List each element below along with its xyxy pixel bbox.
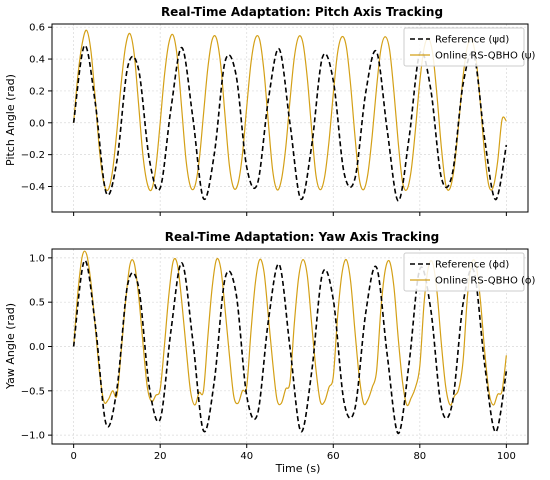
y-tick-label: 0.5 (29, 298, 45, 309)
pitch-ticks: −0.4 −0.2 0.0 0.2 0.4 0.6 (21, 23, 507, 216)
x-tick-label: 60 (327, 451, 340, 462)
x-tick-label: 40 (240, 451, 253, 462)
pitch-axes-frame (51, 23, 529, 213)
yaw-ylabel: Yaw Angle (rad) (4, 303, 17, 390)
pitch-legend-online-label: Online RS-QBHO (ψ) (435, 51, 536, 62)
x-tick-label: 20 (154, 451, 167, 462)
y-tick-label: −0.5 (21, 386, 45, 397)
reference-series-line (72, 259, 508, 435)
y-tick-label: −0.2 (21, 150, 45, 161)
y-tick-label: 1.0 (29, 253, 45, 264)
x-tick-label: 80 (413, 451, 426, 462)
pitch-title: Real-Time Adaptation: Pitch Axis Trackin… (161, 5, 443, 19)
yaw-title: Real-Time Adaptation: Yaw Axis Tracking (165, 230, 440, 244)
reference-series-line (72, 44, 508, 202)
yaw-xlabel: Time (s) (275, 462, 321, 475)
x-tick-label: 100 (497, 451, 516, 462)
x-tick-label: 0 (70, 451, 76, 462)
yaw-legend-online-label: Online RS-QBHO (ϕ) (435, 276, 536, 287)
y-tick-label: 0.6 (29, 23, 45, 34)
yaw-panel: Real-Time Adaptation: Yaw Axis Tracking … (4, 230, 536, 475)
yaw-legend-box (403, 252, 525, 292)
yaw-ticks: 0 20 40 60 80 100 −1.0 −0.5 0.0 0.5 1.0 (21, 253, 516, 462)
yaw-legend: Reference (ϕd) Online RS-QBHO (ϕ) (403, 252, 536, 292)
yaw-legend-reference-label: Reference (ϕd) (435, 260, 509, 271)
y-tick-label: −1.0 (21, 431, 45, 442)
yaw-axes-frame (51, 248, 529, 445)
pitch-legend-box (403, 27, 525, 67)
y-tick-label: 0.4 (29, 55, 45, 66)
y-tick-label: 0.2 (29, 86, 45, 97)
y-tick-label: 0.0 (29, 342, 45, 353)
pitch-legend-reference-label: Reference (ψd) (435, 35, 509, 46)
y-tick-label: 0.0 (29, 118, 45, 129)
y-tick-label: −0.4 (21, 182, 45, 193)
pitch-legend: Reference (ψd) Online RS-QBHO (ψ) (403, 27, 536, 67)
pitch-panel: Real-Time Adaptation: Pitch Axis Trackin… (4, 5, 536, 216)
pitch-ylabel: Pitch Angle (rad) (4, 74, 17, 166)
